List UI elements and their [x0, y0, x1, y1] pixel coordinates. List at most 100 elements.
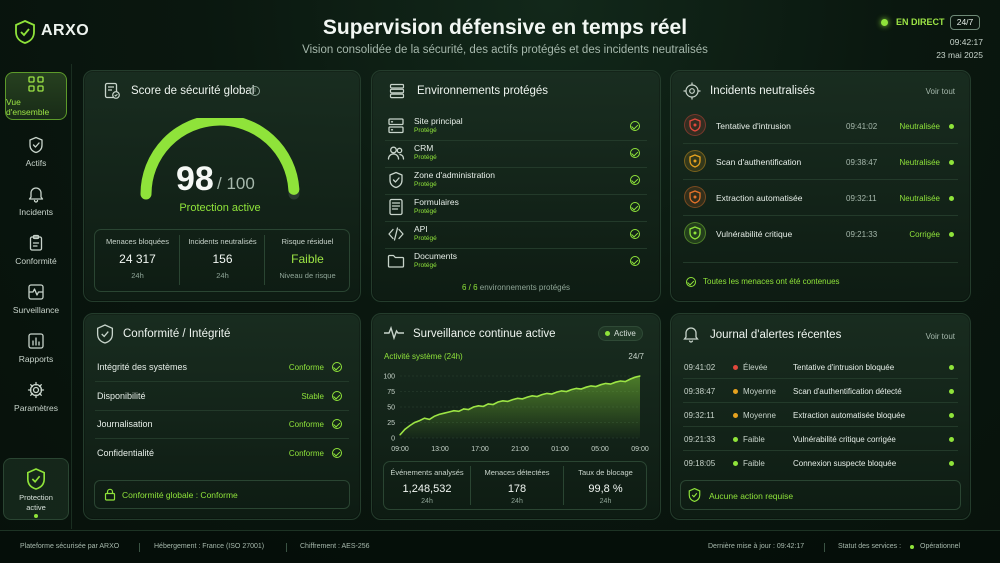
info-icon[interactable]: i	[250, 86, 260, 96]
header-time: 09:42:17	[949, 37, 983, 47]
monitoring-stat-label: Menaces détectées	[484, 468, 550, 477]
environment-divider	[385, 221, 647, 222]
chart-data-point	[492, 403, 494, 406]
incident-status-dot	[949, 232, 954, 237]
sidebar-item-grid[interactable]: Vue d'ensemble	[5, 72, 67, 120]
chart-data-point	[614, 381, 617, 383]
sidebar-item-label: Rapports	[18, 354, 54, 364]
score-stats-box	[94, 229, 350, 292]
chart-series-line	[399, 375, 641, 436]
environment-name: CRM	[414, 143, 434, 153]
incidents-title: Incidents neutralisés	[710, 85, 815, 97]
alert-status-dot	[949, 365, 954, 370]
sidebar-item-pulse[interactable]: Surveillance	[5, 275, 67, 323]
sidebar-item-label: Conformité	[15, 256, 57, 266]
alerts-view-all-link[interactable]: Voir tout	[925, 332, 955, 341]
monitoring-badge	[598, 326, 643, 341]
alert-text: Extraction automatisée bloquée	[793, 411, 906, 420]
chart-data-point	[531, 395, 533, 397]
score-title: Score de sécurité global	[131, 85, 255, 97]
incidents-footer-check-icon	[686, 277, 696, 287]
environment-divider	[385, 167, 647, 168]
grid-icon	[27, 75, 45, 93]
footer-services-status: Opérationnel	[920, 543, 961, 550]
chart-x-tick-label: 09:00	[391, 446, 409, 453]
score-stats-divider	[264, 235, 265, 285]
chart-data-point	[639, 375, 641, 377]
chart-data-point	[541, 394, 543, 396]
chart-y-tick-label: 50	[387, 405, 395, 412]
incident-status: Corrigée	[909, 230, 940, 239]
sidebar-item-bell[interactable]: Incidents	[5, 177, 67, 225]
sidebar-item-gear[interactable]: Paramètres	[5, 373, 67, 421]
score-stat-sub: Niveau de risque	[279, 271, 336, 280]
chart-data-point	[433, 415, 435, 417]
chart-data-point	[526, 396, 528, 398]
brand-logo-icon	[14, 20, 36, 44]
chart-data-point	[629, 378, 631, 380]
footer-services-label: Statut des services :	[838, 543, 902, 550]
compliance-divider	[95, 438, 349, 439]
chart-data-point	[570, 389, 573, 391]
gauge-fill	[140, 118, 300, 200]
environment-check-icon	[630, 175, 640, 185]
users-icon	[387, 144, 405, 162]
score-stats-divider	[179, 235, 180, 285]
environment-divider	[385, 248, 647, 249]
compliance-shield-icon	[96, 324, 114, 344]
monitoring-badge-label: Active	[614, 329, 636, 338]
sidebar-item-bar-chart[interactable]: Rapports	[5, 324, 67, 372]
alert-time: 09:38:47	[684, 387, 716, 396]
chart-data-point	[404, 428, 406, 430]
sidebar-item-label: Actifs	[25, 158, 47, 168]
sidebar-item-clipboard[interactable]: Conformité	[5, 226, 67, 274]
environment-divider	[385, 140, 647, 141]
environment-name: Zone d'administration	[414, 170, 495, 180]
alert-level-dot	[733, 365, 738, 370]
compliance-check-icon	[332, 390, 342, 401]
alert-status-dot	[949, 413, 954, 418]
chart-x-tick-label: 05:00	[591, 446, 609, 453]
environment-check-icon	[630, 121, 640, 131]
compliance-title: Conformité / Intégrité	[123, 328, 231, 340]
score-stat-label: Risque résiduel	[281, 237, 334, 246]
score-stat-label: Menaces bloquées	[106, 237, 169, 246]
monitoring-title: Surveillance continue active	[413, 328, 556, 340]
incident-status: Neutralisée	[899, 194, 940, 203]
score-stat-value: Faible	[291, 252, 324, 266]
chart-x-tick-label: 01:00	[551, 446, 569, 453]
compliance-check-icon	[332, 447, 342, 458]
environment-check-icon	[630, 202, 640, 212]
environment-status: Protégé	[414, 127, 437, 134]
sidebar-item-shield[interactable]: Actifs	[5, 128, 67, 176]
compliance-item-status: Conforme	[288, 363, 324, 372]
chart-x-tick-label: 13:00	[431, 446, 449, 453]
footer-hosting: Hébergement : France (ISO 27001)	[154, 543, 265, 550]
alert-status-dot	[949, 389, 954, 394]
alerts-footer-text: Aucune action requise	[709, 491, 794, 501]
chart-data-point	[634, 376, 636, 378]
chart-data-point	[561, 390, 563, 392]
chart-data-point	[467, 408, 470, 411]
server-icon	[387, 117, 405, 135]
chart-data-point	[605, 382, 607, 385]
alert-level: Faible	[743, 459, 765, 468]
alert-divider	[683, 402, 958, 403]
compliance-divider	[95, 409, 349, 411]
incident-shield-icon	[684, 222, 706, 244]
incident-divider	[683, 215, 958, 216]
monitoring-stat-label: Événements analysés	[390, 468, 464, 477]
footer-platform: Plateforme sécurisée par ARXO	[20, 543, 120, 550]
alert-text: Scan d'authentification détecté	[793, 387, 902, 396]
incident-shield-icon	[684, 186, 706, 208]
incident-status: Neutralisée	[899, 122, 940, 131]
shield-icon	[27, 136, 45, 154]
compliance-item-name: Disponibilité	[97, 390, 146, 401]
incidents-view-all-link[interactable]: Voir tout	[925, 87, 955, 96]
monitoring-stat-sub: 24h	[599, 498, 612, 505]
incident-name: Vulnérabilité critique	[716, 229, 793, 239]
alert-level-dot	[733, 437, 738, 442]
chart-data-point	[516, 397, 519, 399]
alerts-footer-shield-icon	[688, 488, 701, 502]
